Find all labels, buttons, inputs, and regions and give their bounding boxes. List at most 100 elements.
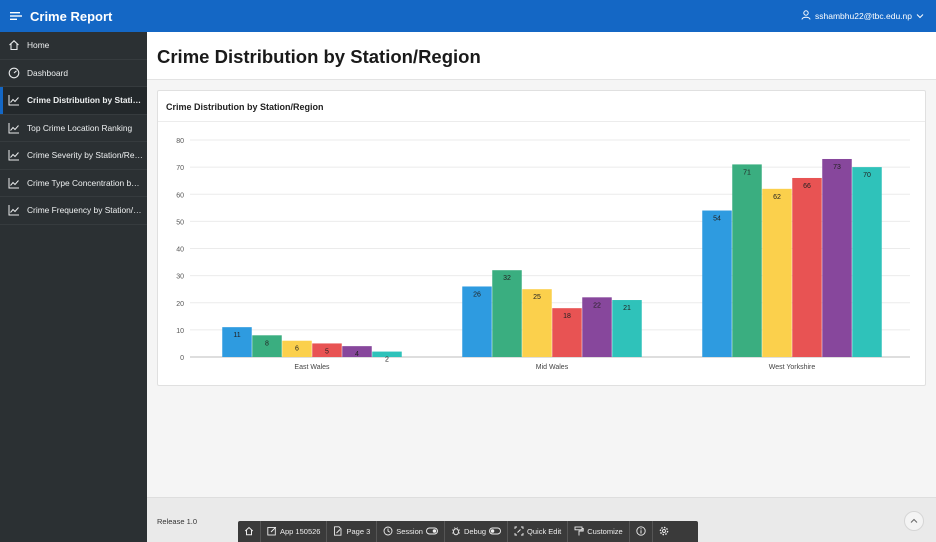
bar — [552, 308, 582, 357]
devbar-quick-edit-label: Quick Edit — [527, 527, 562, 536]
gauge-icon — [7, 66, 21, 80]
line-chart-icon — [7, 176, 21, 190]
data-label: 26 — [473, 291, 481, 298]
data-label: 71 — [743, 169, 751, 176]
bar — [732, 164, 762, 357]
scroll-to-top-button[interactable] — [904, 511, 924, 531]
edit-icon — [267, 526, 277, 538]
y-tick-label: 30 — [176, 274, 184, 281]
bar — [462, 286, 492, 357]
toggle-icon — [489, 527, 501, 537]
devbar-app-label: App 150526 — [280, 527, 321, 536]
sidebar-item-dashboard[interactable]: Dashboard — [0, 60, 147, 87]
user-icon — [801, 10, 811, 22]
devbar-app-button[interactable]: App 150526 — [261, 521, 328, 542]
devbar-info-button[interactable] — [630, 521, 653, 542]
data-label: 22 — [593, 302, 601, 309]
chevron-down-icon — [916, 11, 924, 21]
y-tick-label: 80 — [176, 138, 184, 145]
home-icon — [7, 38, 21, 52]
bar — [822, 158, 852, 357]
y-tick-label: 10 — [176, 328, 184, 335]
data-label: 6 — [295, 346, 299, 353]
info-icon — [636, 525, 646, 538]
page-edit-icon — [333, 525, 343, 538]
sidebar-item-label: Dashboard — [27, 67, 68, 78]
home-icon — [244, 526, 254, 538]
sidebar-item-top-crime-location[interactable]: Top Crime Location Ranking — [0, 115, 147, 142]
bar — [852, 167, 882, 357]
sidebar-item-crime-frequency[interactable]: Crime Frequency by Station/Region — [0, 197, 147, 225]
devbar-session-button[interactable]: Session — [377, 521, 445, 542]
developer-toolbar: App 150526 Page 3 Session Debug Quick Ed… — [238, 521, 698, 542]
page-title: Crime Distribution by Station/Region — [157, 46, 481, 67]
data-label: 62 — [773, 194, 781, 201]
bar — [282, 340, 312, 357]
data-label: 18 — [563, 313, 571, 320]
bar — [612, 300, 642, 357]
bar — [222, 327, 252, 357]
data-label: 8 — [265, 340, 269, 347]
gear-icon — [659, 526, 669, 538]
sidebar-item-label: Crime Type Concentration by Region — [27, 177, 147, 188]
devbar-customize-label: Customize — [587, 527, 623, 536]
sidebar-item-label: Top Crime Location Ranking — [27, 122, 133, 133]
sidebar-item-label: Home — [27, 40, 50, 51]
devbar-session-label: Session — [396, 527, 423, 536]
devbar-page-label: Page 3 — [346, 527, 371, 536]
line-chart-icon — [7, 93, 21, 107]
data-label: 4 — [355, 351, 359, 358]
devbar-debug-label: Debug — [463, 527, 487, 536]
x-tick-label: Mid Wales — [536, 364, 569, 371]
bar — [312, 343, 342, 357]
bar — [252, 335, 282, 357]
toggle-icon — [425, 527, 438, 537]
bar — [702, 210, 732, 357]
data-label: 73 — [833, 164, 841, 171]
data-label: 25 — [533, 294, 541, 301]
devbar-home-button[interactable] — [238, 521, 261, 542]
y-tick-label: 60 — [176, 192, 184, 199]
devbar-quick-edit-button[interactable]: Quick Edit — [508, 521, 569, 542]
quick-edit-icon — [514, 526, 524, 538]
devbar-debug-button[interactable]: Debug — [445, 521, 509, 542]
data-label: 54 — [713, 216, 721, 223]
data-label: 5 — [325, 348, 329, 355]
top-navigation-bar: Crime Report sshambhu22@tbc.edu.np — [0, 0, 936, 32]
user-email: sshambhu22@tbc.edu.np — [815, 11, 912, 21]
devbar-settings-button[interactable] — [653, 521, 675, 542]
line-chart-icon — [7, 203, 21, 217]
bug-icon — [451, 526, 461, 538]
bar — [522, 289, 552, 357]
bar — [342, 346, 372, 357]
chevron-up-icon — [910, 518, 918, 523]
y-tick-label: 0 — [180, 355, 184, 362]
sidebar-item-crime-severity[interactable]: Crime Severity by Station/Region — [0, 142, 147, 170]
bar — [762, 188, 792, 357]
data-label: 2 — [385, 357, 389, 364]
paint-roller-icon — [574, 526, 584, 538]
devbar-customize-button[interactable]: Customize — [568, 521, 630, 542]
data-label: 70 — [863, 172, 871, 179]
x-tick-label: West Yorkshire — [769, 364, 816, 371]
y-tick-label: 70 — [176, 165, 184, 172]
y-tick-label: 40 — [176, 247, 184, 254]
sidebar-item-label: Crime Frequency by Station/Region — [27, 205, 147, 216]
data-label: 66 — [803, 183, 811, 190]
user-menu[interactable]: sshambhu22@tbc.edu.np — [801, 0, 924, 32]
page-header: Crime Distribution by Station/Region — [147, 32, 936, 80]
bar — [582, 297, 612, 357]
sidebar-item-crime-distribution[interactable]: Crime Distribution by Station/Region — [0, 87, 147, 115]
sidebar-item-home[interactable]: Home — [0, 32, 147, 60]
bar — [792, 177, 822, 357]
bar — [492, 270, 522, 357]
app-title[interactable]: Crime Report — [30, 8, 113, 24]
sidebar-item-crime-type-concentration[interactable]: Crime Type Concentration by Region — [0, 170, 147, 197]
sidebar-item-label: Crime Distribution by Station/Region — [27, 95, 147, 106]
chart-region: Crime Distribution by Station/Region 0 10… — [157, 90, 926, 386]
region-divider — [158, 121, 925, 122]
bar — [372, 351, 402, 357]
menu-toggle-icon[interactable] — [6, 6, 26, 26]
data-label: 32 — [503, 275, 511, 282]
devbar-page-button[interactable]: Page 3 — [327, 521, 378, 542]
